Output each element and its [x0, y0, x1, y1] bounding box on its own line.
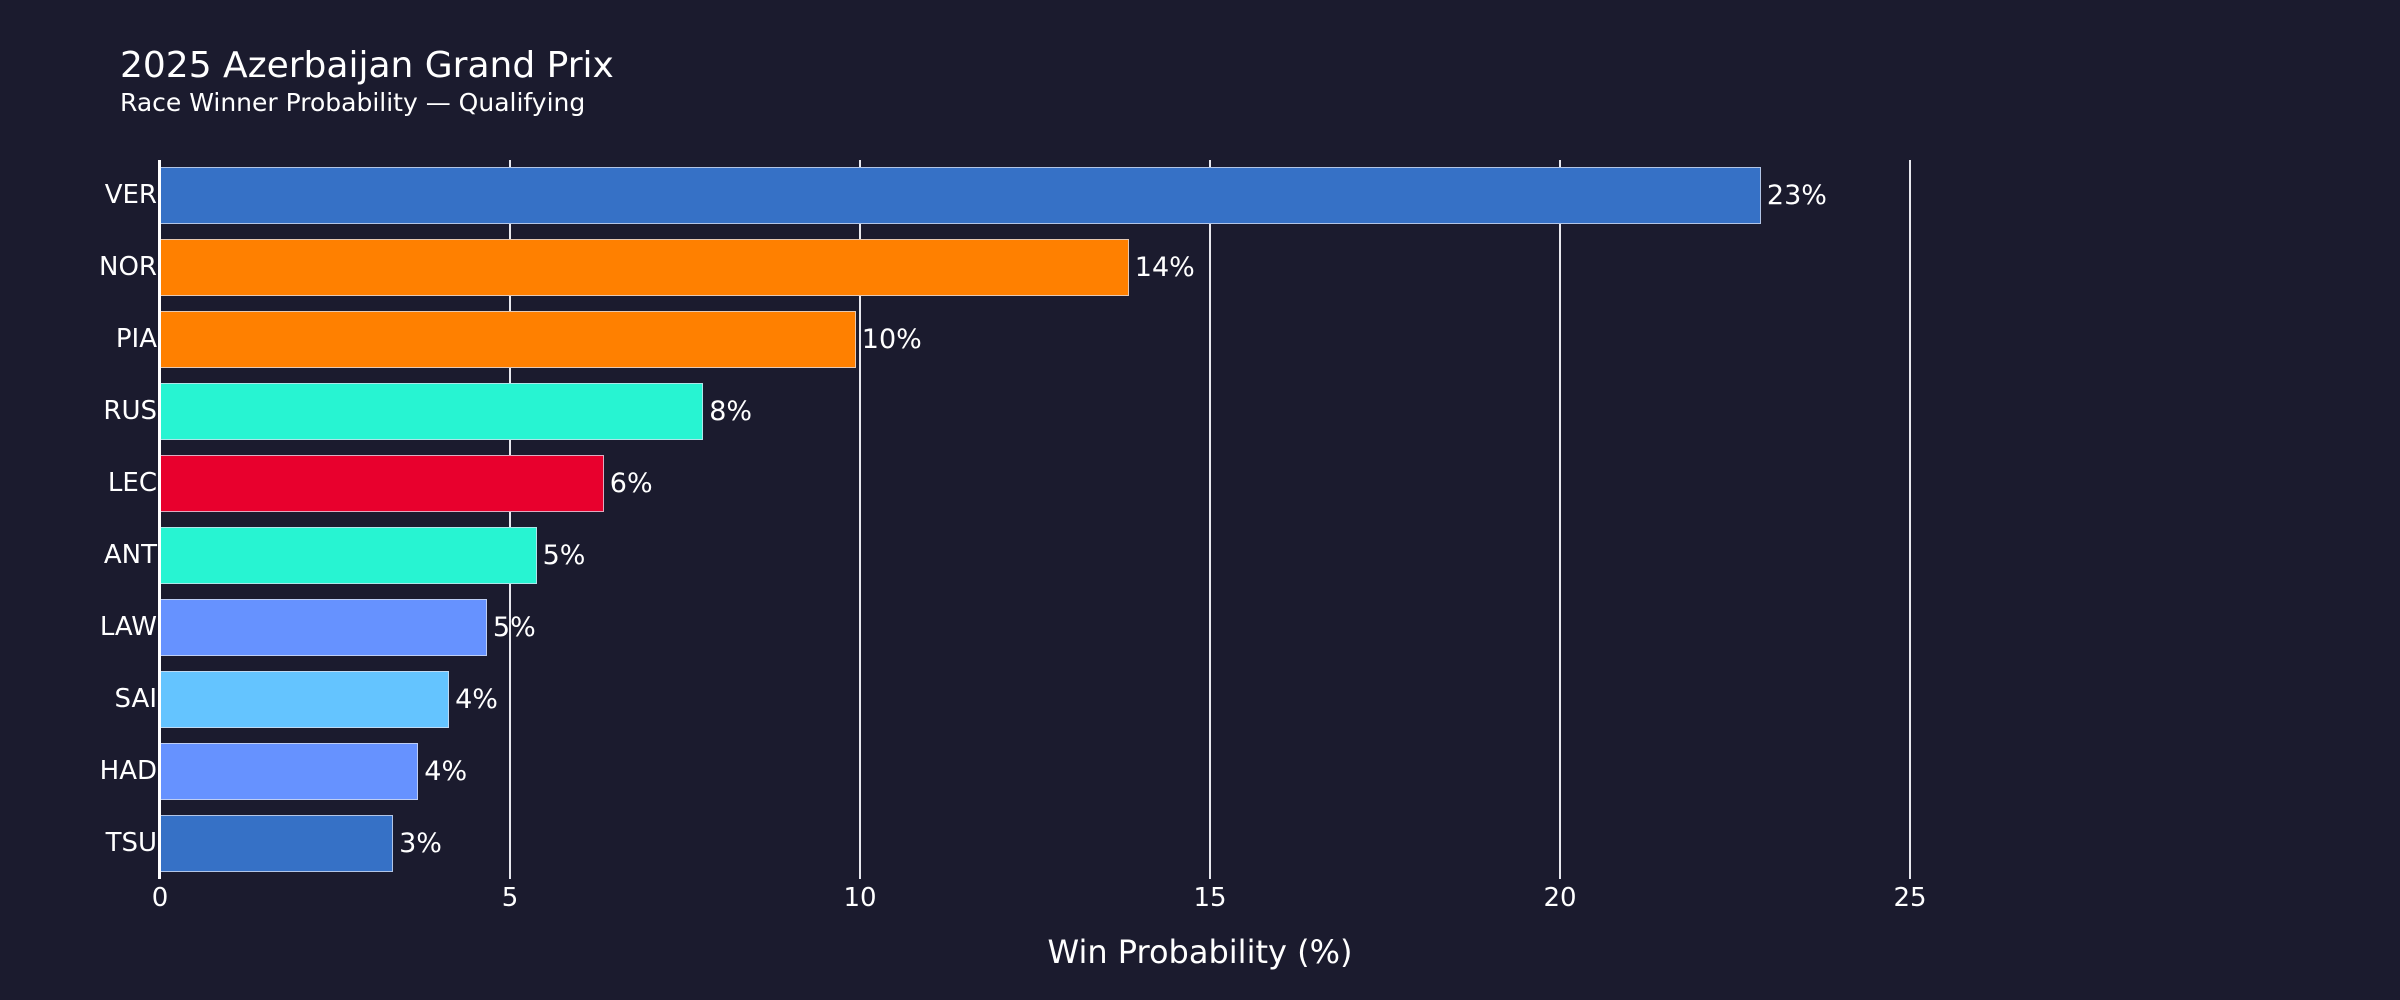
- bar-tsu[interactable]: [160, 815, 394, 872]
- x-tick-15: 15: [1193, 883, 1227, 913]
- y-axis-line: [158, 160, 161, 879]
- bar-rus[interactable]: [160, 383, 704, 440]
- bar-value-label: 10%: [861, 324, 922, 355]
- gridline-10: [859, 160, 861, 879]
- x-axis-title: Win Probability (%): [1047, 933, 1353, 971]
- y-tick-label: LEC: [107, 468, 157, 498]
- y-tick-label: VER: [104, 180, 157, 210]
- bar-value-label: 23%: [1766, 180, 1827, 211]
- y-tick-label: RUS: [103, 396, 157, 426]
- bar-value-label: 4%: [424, 756, 468, 787]
- x-tick-10: 10: [843, 883, 877, 913]
- chart-title: 2025 Azerbaijan Grand Prix: [120, 45, 614, 86]
- gridline-25: [1909, 160, 1911, 879]
- y-tick-label: LAW: [99, 612, 157, 642]
- bar-law[interactable]: [160, 599, 487, 656]
- bar-value-label: 8%: [709, 396, 753, 427]
- x-tick-0: 0: [151, 883, 169, 913]
- bar-ant[interactable]: [160, 527, 537, 584]
- gridline-20: [1559, 160, 1561, 879]
- x-tick-25: 25: [1893, 883, 1927, 913]
- bar-value-label: 4%: [455, 684, 498, 715]
- y-tick-label: SAI: [114, 684, 157, 714]
- bar-value-label: 3%: [399, 828, 442, 859]
- plot-area: 23% 14% 10% 8% 6% 5% 5% 4% 4% 3%: [158, 160, 1911, 879]
- x-tick-20: 20: [1543, 883, 1577, 913]
- bar-value-label: 5%: [492, 612, 536, 643]
- y-tick-label: NOR: [99, 252, 157, 282]
- chart-subtitle: Race Winner Probability — Qualifying: [120, 88, 586, 117]
- y-tick-label: TSU: [105, 828, 157, 858]
- bar-lec[interactable]: [160, 455, 604, 512]
- bar-value-label: 14%: [1134, 252, 1195, 283]
- x-tick-5: 5: [501, 883, 519, 913]
- bar-ver[interactable]: [160, 167, 1761, 224]
- bar-sai[interactable]: [160, 671, 450, 728]
- y-tick-label: PIA: [115, 324, 157, 354]
- gridline-15: [1209, 160, 1211, 879]
- y-tick-label: HAD: [99, 756, 157, 786]
- bar-pia[interactable]: [160, 311, 856, 368]
- gridline-5: [509, 160, 511, 879]
- bar-had[interactable]: [160, 743, 419, 800]
- y-tick-label: ANT: [103, 540, 157, 570]
- bar-nor[interactable]: [160, 239, 1129, 296]
- bar-value-label: 5%: [542, 540, 586, 571]
- bar-value-label: 6%: [609, 468, 653, 499]
